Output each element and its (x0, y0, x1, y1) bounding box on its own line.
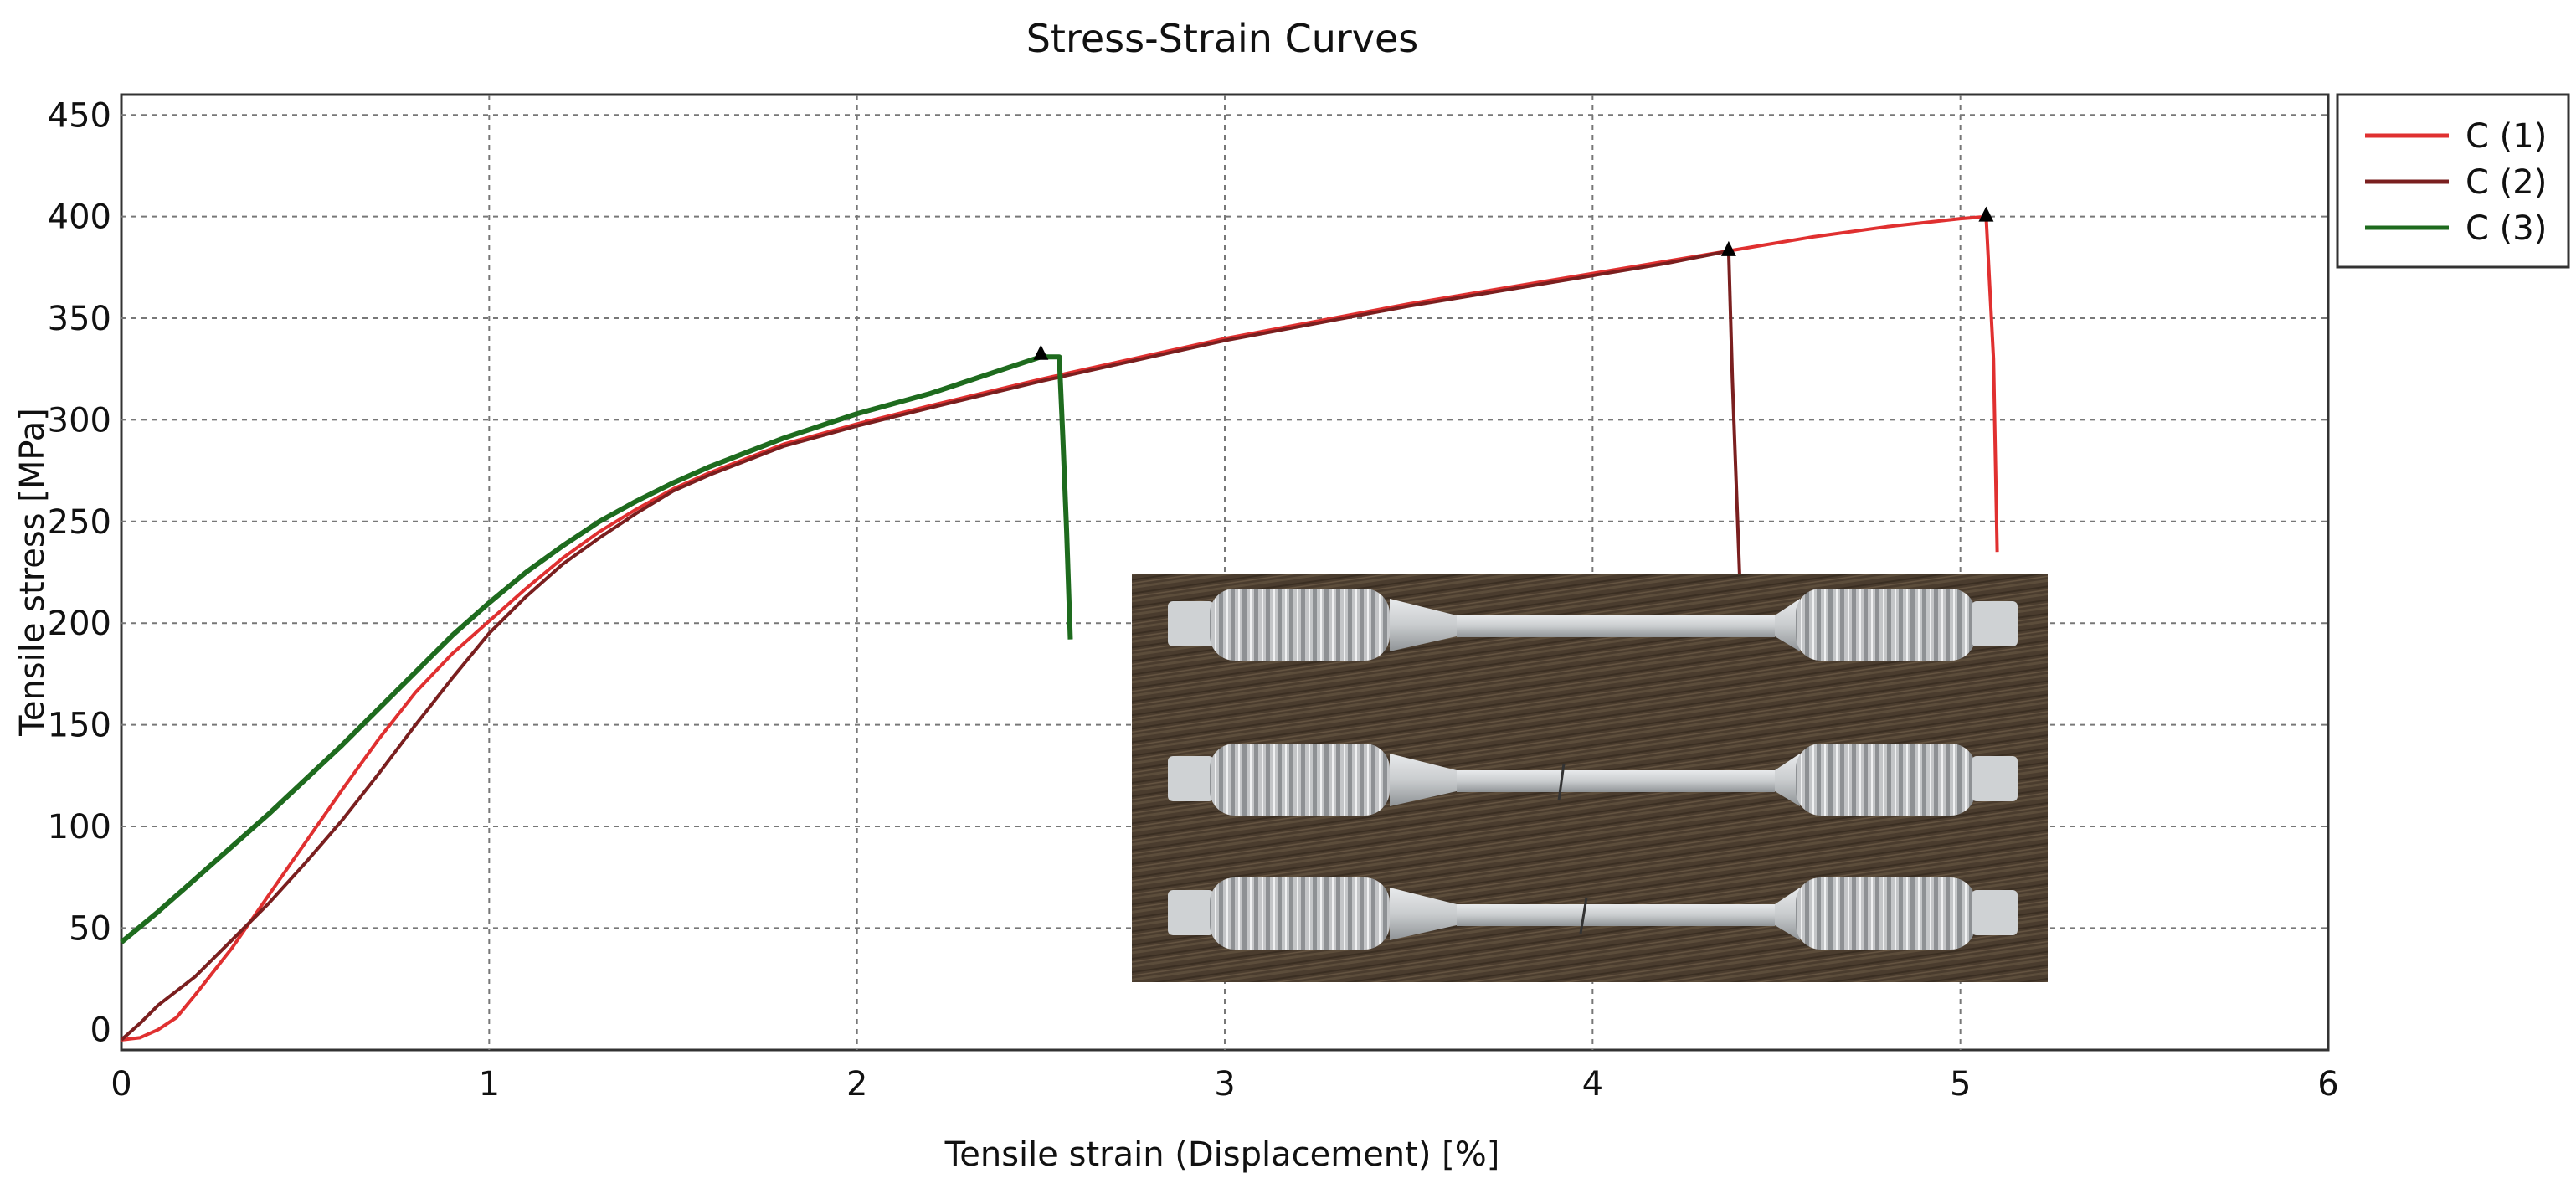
x-tick-label: 6 (2317, 1065, 2338, 1104)
break-marker-3 (1033, 344, 1049, 360)
y-tick-label: 50 (69, 909, 111, 948)
y-tick-label: 150 (48, 707, 111, 745)
specimen-1 (1168, 589, 2018, 661)
y-tick-label: 250 (48, 503, 111, 542)
series-lines (120, 206, 1999, 1042)
y-tick-labels: 0 50 100 150 200 250 300 350 400 450 (48, 96, 111, 1049)
x-tick-label: 1 (479, 1065, 500, 1104)
x-tick-labels: 0 1 2 3 4 5 6 (111, 1065, 2338, 1104)
legend-label-c3: C (3) (2465, 209, 2547, 248)
y-tick-label: 0 (90, 1011, 111, 1050)
break-marker-1 (1978, 206, 1994, 222)
y-axis-title: Tensile stress [MPa] (13, 408, 52, 737)
series-line-2 (120, 249, 1742, 1042)
y-tick-label: 450 (48, 96, 111, 135)
y-tick-label: 100 (48, 808, 111, 847)
y-tick-label: 350 (48, 300, 111, 338)
legend-label-c1: C (1) (2465, 117, 2547, 156)
x-tick-label: 0 (111, 1065, 131, 1104)
legend-label-c2: C (2) (2465, 163, 2547, 202)
y-tick-label: 400 (48, 198, 111, 237)
specimen-3 (1168, 877, 2018, 950)
y-tick-label: 200 (48, 605, 111, 643)
specimen-2 (1168, 744, 2018, 816)
break-marker-2 (1720, 240, 1736, 256)
x-axis-title: Tensile strain (Displacement) [%] (944, 1135, 1500, 1174)
y-tick-label: 300 (48, 401, 111, 440)
x-tick-label: 5 (1950, 1065, 1971, 1104)
x-tick-label: 4 (1582, 1065, 1603, 1104)
chart-title: Stress-Strain Curves (1026, 16, 1419, 61)
x-tick-label: 2 (846, 1065, 867, 1104)
x-tick-label: 3 (1214, 1065, 1235, 1104)
specimen-photo (1132, 574, 2048, 982)
legend: C (1) C (2) C (3) (2336, 93, 2570, 269)
